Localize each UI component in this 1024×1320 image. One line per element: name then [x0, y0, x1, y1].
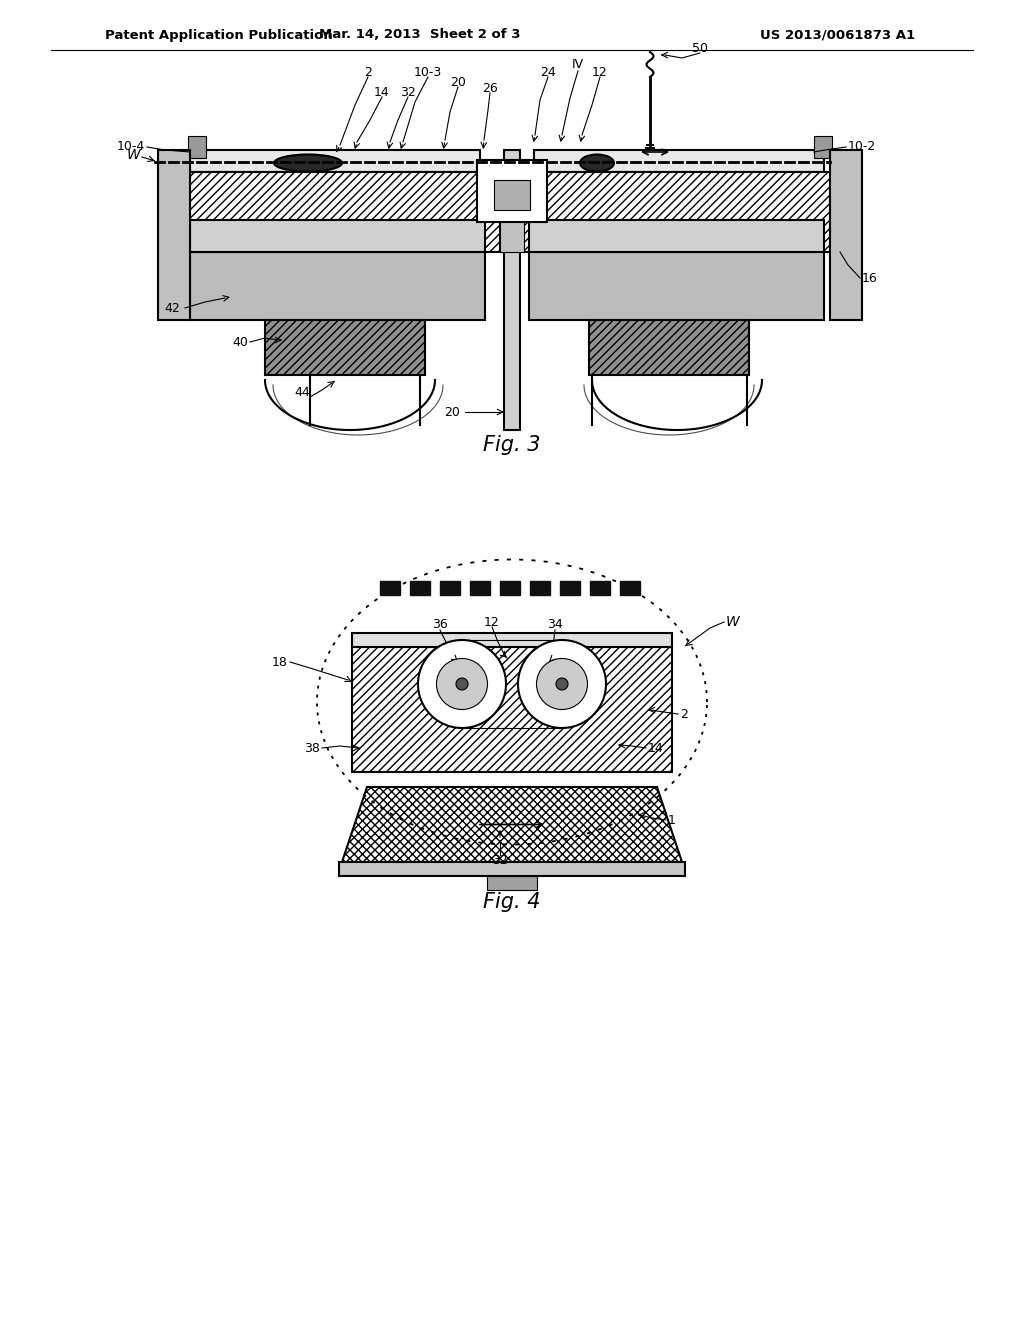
Bar: [470, 581, 490, 594]
Bar: [190, 150, 480, 172]
Text: 12: 12: [592, 66, 608, 78]
Bar: [158, 150, 190, 319]
Text: Fig. 4: Fig. 4: [483, 892, 541, 912]
Polygon shape: [190, 172, 500, 252]
Circle shape: [456, 678, 468, 690]
Text: 38: 38: [304, 742, 319, 755]
Text: W: W: [726, 615, 739, 630]
Bar: [410, 581, 430, 594]
Bar: [500, 581, 520, 594]
Circle shape: [436, 659, 487, 710]
Bar: [814, 136, 831, 158]
Text: US 2013/0061873 A1: US 2013/0061873 A1: [760, 29, 915, 41]
Bar: [440, 581, 460, 594]
Text: 32: 32: [400, 86, 416, 99]
Text: 16: 16: [862, 272, 878, 285]
Text: 20: 20: [451, 75, 466, 88]
Bar: [529, 220, 824, 252]
Bar: [190, 220, 485, 252]
Bar: [500, 222, 524, 252]
Ellipse shape: [580, 154, 614, 172]
Bar: [339, 862, 685, 876]
Polygon shape: [352, 647, 672, 772]
Ellipse shape: [274, 154, 342, 172]
Text: 2: 2: [365, 66, 372, 78]
Circle shape: [418, 640, 506, 729]
Bar: [530, 581, 550, 594]
Bar: [589, 319, 749, 375]
Bar: [494, 180, 530, 210]
Bar: [190, 252, 485, 319]
Text: 10-4: 10-4: [117, 140, 145, 153]
Text: 24: 24: [540, 66, 556, 78]
Text: 2: 2: [680, 708, 688, 721]
Text: 14: 14: [648, 742, 664, 755]
Bar: [477, 160, 547, 222]
Text: 1: 1: [668, 813, 676, 826]
Text: Mar. 14, 2013  Sheet 2 of 3: Mar. 14, 2013 Sheet 2 of 3: [319, 29, 521, 41]
Bar: [265, 319, 425, 375]
Text: 40: 40: [232, 335, 248, 348]
Text: Fig. 3: Fig. 3: [483, 436, 541, 455]
Bar: [487, 876, 537, 890]
Text: 14: 14: [374, 86, 390, 99]
Bar: [830, 150, 862, 319]
Bar: [504, 150, 520, 430]
Bar: [620, 581, 640, 594]
Text: 20: 20: [444, 405, 460, 418]
Circle shape: [537, 659, 588, 710]
Circle shape: [556, 678, 568, 690]
Text: 42: 42: [164, 301, 180, 314]
Bar: [560, 581, 580, 594]
Text: Patent Application Publication: Patent Application Publication: [105, 29, 333, 41]
Bar: [590, 581, 610, 594]
Text: W: W: [126, 148, 140, 162]
Text: 26: 26: [482, 82, 498, 95]
Polygon shape: [342, 787, 682, 862]
Bar: [352, 634, 672, 647]
Text: 44: 44: [294, 385, 310, 399]
Text: 10-2: 10-2: [848, 140, 877, 153]
Bar: [380, 581, 400, 594]
Text: 34: 34: [547, 619, 563, 631]
Text: 32: 32: [493, 854, 508, 866]
Text: 18: 18: [272, 656, 288, 668]
Text: 50: 50: [692, 41, 708, 54]
Circle shape: [518, 640, 606, 729]
Bar: [534, 150, 824, 172]
Polygon shape: [524, 172, 830, 252]
Bar: [529, 252, 824, 319]
Text: 10-3: 10-3: [414, 66, 442, 78]
Text: 12: 12: [484, 615, 500, 628]
Bar: [188, 136, 206, 158]
Text: IV: IV: [572, 58, 584, 71]
Text: 36: 36: [432, 619, 447, 631]
